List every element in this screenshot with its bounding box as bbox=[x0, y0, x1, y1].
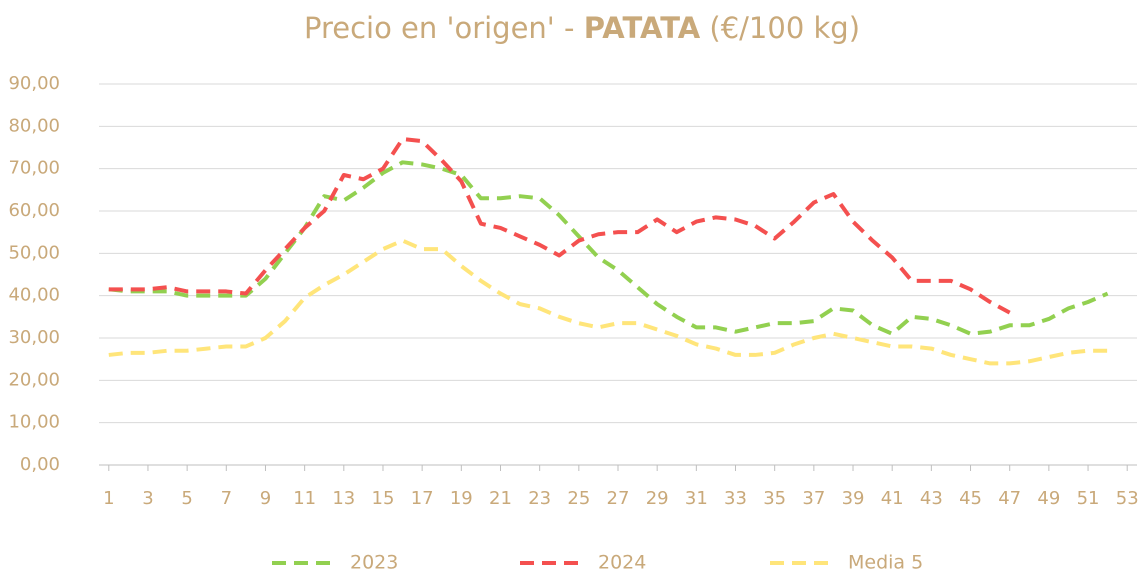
series-line bbox=[108, 160, 1109, 336]
title-part: Precio en 'origen' - bbox=[304, 11, 584, 45]
y-tick-label: 10,00 bbox=[8, 412, 60, 433]
x-tick-label: 21 bbox=[489, 488, 512, 509]
legend-label: 2024 bbox=[598, 552, 646, 574]
x-tick-label: 25 bbox=[567, 488, 590, 509]
x-tick-label: 13 bbox=[332, 488, 355, 509]
x-tick-label: 37 bbox=[802, 488, 825, 509]
x-tick-label: 1 bbox=[103, 488, 114, 509]
y-tick-label: 70,00 bbox=[8, 158, 60, 179]
x-tick-label: 35 bbox=[763, 488, 786, 509]
x-tick-label: 43 bbox=[920, 488, 943, 509]
x-tick-label: 15 bbox=[372, 488, 395, 509]
y-tick-label: 20,00 bbox=[8, 369, 60, 390]
y-tick-label: 30,00 bbox=[8, 327, 60, 348]
y-tick-label: 60,00 bbox=[8, 200, 60, 221]
x-tick-label: 27 bbox=[607, 488, 630, 509]
x-tick-label: 23 bbox=[528, 488, 551, 509]
x-tick-label: 53 bbox=[1116, 488, 1139, 509]
x-tick-label: 3 bbox=[142, 488, 153, 509]
x-tick-label: 31 bbox=[685, 488, 708, 509]
x-tick-label: 41 bbox=[881, 488, 904, 509]
y-tick-label: 0,00 bbox=[20, 454, 60, 475]
chart-title: Precio en 'origen' - PATATA (€/100 kg) bbox=[304, 11, 860, 45]
x-tick-label: 39 bbox=[842, 488, 865, 509]
x-tick-label: 11 bbox=[293, 488, 316, 509]
x-tick-label: 45 bbox=[959, 488, 982, 509]
legend-label: Media 5 bbox=[848, 552, 923, 574]
legend-label: 2023 bbox=[350, 552, 398, 574]
x-tick-label: 33 bbox=[724, 488, 747, 509]
series-line bbox=[108, 137, 1011, 315]
y-tick-label: 40,00 bbox=[8, 285, 60, 306]
series-line bbox=[108, 238, 1108, 366]
x-tick-label: 9 bbox=[260, 488, 271, 509]
y-tick-label: 50,00 bbox=[8, 242, 60, 263]
x-tick-label: 17 bbox=[411, 488, 434, 509]
x-tick-label: 49 bbox=[1037, 488, 1060, 509]
x-tick-label: 7 bbox=[221, 488, 232, 509]
title-part: PATATA bbox=[584, 11, 701, 45]
y-tick-label: 90,00 bbox=[8, 73, 60, 94]
y-tick-label: 80,00 bbox=[8, 115, 60, 136]
x-tick-label: 29 bbox=[646, 488, 669, 509]
title-part: (€/100 kg) bbox=[700, 11, 860, 45]
x-tick-label: 47 bbox=[998, 488, 1021, 509]
x-tick-label: 51 bbox=[1077, 488, 1100, 509]
x-tick-label: 19 bbox=[450, 488, 473, 509]
x-tick-label: 5 bbox=[181, 488, 192, 509]
